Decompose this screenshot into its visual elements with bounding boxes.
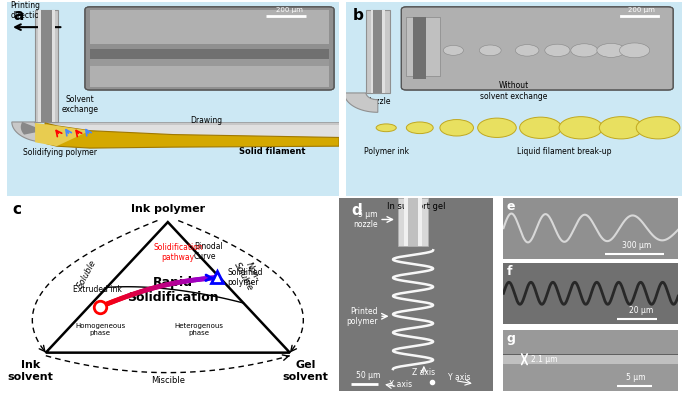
Text: e: e — [507, 200, 516, 213]
Text: c: c — [12, 202, 21, 217]
Bar — [397, 198, 429, 246]
Text: Gel
solvent: Gel solvent — [282, 360, 328, 382]
FancyBboxPatch shape — [85, 7, 334, 90]
Polygon shape — [21, 122, 47, 135]
Text: Z axis: Z axis — [412, 368, 436, 377]
Text: 200 μm: 200 μm — [276, 7, 303, 13]
Bar — [503, 364, 678, 391]
Bar — [40, 10, 52, 122]
Ellipse shape — [515, 45, 539, 56]
Text: 2.1 μm: 2.1 μm — [532, 355, 558, 364]
Bar — [47, 125, 339, 139]
Text: Ink polymer: Ink polymer — [131, 204, 205, 214]
Bar — [371, 10, 384, 93]
Ellipse shape — [619, 43, 649, 58]
Ellipse shape — [636, 117, 680, 139]
Text: Printing
direction: Printing direction — [10, 1, 44, 21]
Text: Binodal
Curve: Binodal Curve — [194, 242, 223, 261]
Bar — [90, 59, 329, 66]
Text: In support gel: In support gel — [387, 202, 445, 211]
Bar — [90, 49, 329, 59]
Text: Nozzle: Nozzle — [34, 127, 60, 136]
Bar — [366, 10, 390, 93]
Text: Solid filament: Solid filament — [239, 147, 306, 156]
Text: Miscible: Miscible — [151, 376, 185, 385]
Ellipse shape — [545, 44, 570, 56]
Bar — [90, 10, 329, 87]
Bar — [503, 354, 678, 364]
Text: Solidified
polymer: Solidified polymer — [227, 268, 263, 287]
Text: 5 μm
nozzle: 5 μm nozzle — [353, 210, 377, 229]
Text: X axis: X axis — [389, 380, 412, 389]
Bar — [38, 10, 55, 122]
Bar — [413, 17, 427, 79]
Bar — [408, 198, 418, 246]
Ellipse shape — [406, 122, 433, 134]
Text: Rapid
Solidification: Rapid Solidification — [127, 276, 219, 304]
Ellipse shape — [597, 43, 625, 57]
Ellipse shape — [477, 118, 516, 137]
Text: f: f — [507, 265, 512, 278]
Text: 200 μm: 200 μm — [628, 7, 655, 13]
Text: Printed
polymer: Printed polymer — [346, 307, 377, 326]
Ellipse shape — [440, 120, 473, 136]
Text: Non-
Soluble: Non- Soluble — [232, 256, 264, 293]
Text: 300 μm: 300 μm — [622, 241, 651, 250]
Bar — [406, 17, 440, 75]
Bar — [35, 10, 58, 122]
Text: Solidification
pathway: Solidification pathway — [153, 243, 203, 262]
Text: b: b — [353, 8, 364, 23]
Text: Homogeneous
phase: Homogeneous phase — [75, 323, 125, 336]
Text: Polymer ink: Polymer ink — [364, 147, 409, 156]
Text: Without
solvent exchange: Without solvent exchange — [480, 81, 547, 101]
FancyBboxPatch shape — [401, 7, 673, 90]
Text: g: g — [507, 332, 516, 345]
Text: 5 μm: 5 μm — [625, 373, 645, 382]
Ellipse shape — [376, 124, 396, 132]
Text: Ink
solvent: Ink solvent — [8, 360, 53, 382]
Text: Nozzle: Nozzle — [365, 97, 390, 106]
Text: Soluble: Soluble — [76, 258, 99, 290]
Bar — [404, 198, 422, 246]
Text: Solidifying polymer: Solidifying polymer — [23, 148, 97, 157]
Text: Drawing: Drawing — [190, 116, 222, 125]
Bar — [503, 330, 678, 354]
Text: Heterogenous
phase: Heterogenous phase — [175, 323, 223, 336]
Bar — [373, 10, 382, 93]
Ellipse shape — [571, 44, 597, 57]
Text: 20 μm: 20 μm — [630, 306, 653, 315]
Ellipse shape — [443, 45, 463, 55]
Text: d: d — [351, 203, 362, 218]
Text: a: a — [14, 8, 24, 23]
Bar — [503, 354, 678, 355]
Bar — [90, 43, 329, 49]
Ellipse shape — [559, 117, 603, 139]
Polygon shape — [12, 122, 47, 142]
Polygon shape — [45, 123, 339, 148]
Ellipse shape — [599, 117, 643, 139]
Polygon shape — [35, 123, 90, 146]
Polygon shape — [345, 93, 378, 112]
Text: 50 μm: 50 μm — [356, 371, 380, 380]
Text: Liquid filament break-up: Liquid filament break-up — [517, 147, 611, 156]
Text: Y axis: Y axis — [448, 374, 471, 382]
Ellipse shape — [479, 45, 501, 56]
Ellipse shape — [520, 117, 562, 138]
Text: Solvent
exchange: Solvent exchange — [62, 95, 99, 114]
Text: Extruded ink: Extruded ink — [73, 285, 122, 294]
Bar — [47, 122, 339, 142]
